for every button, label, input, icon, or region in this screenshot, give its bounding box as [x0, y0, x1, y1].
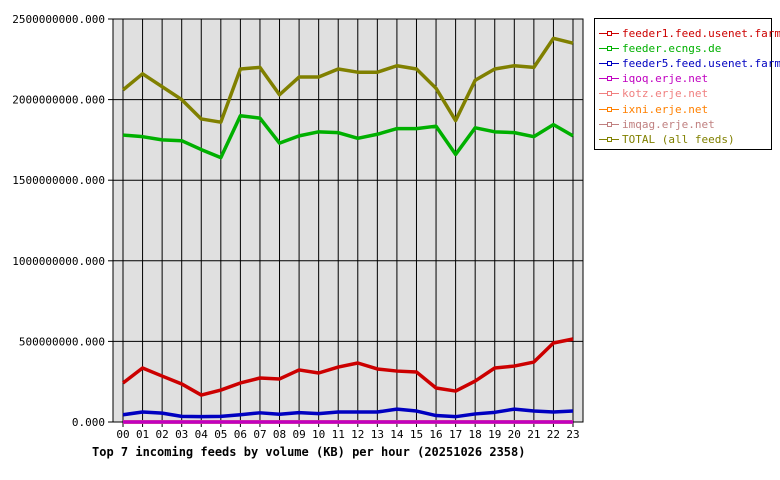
y-tick-label: 1000000000.000: [12, 255, 105, 268]
series-line: [121, 36, 574, 124]
x-tick-label: 07: [253, 428, 266, 441]
legend-item: feeder1.feed.usenet.farm: [599, 26, 780, 40]
x-tick-label: 08: [273, 428, 286, 441]
x-tick-label: 01: [136, 428, 149, 441]
x-tick-label: 18: [469, 428, 482, 441]
y-axis: 0.000 500000000.000 1000000000.000 15000000…: [12, 13, 113, 429]
legend-item: feeder.ecngs.de: [599, 41, 721, 55]
x-tick-label: 15: [410, 428, 423, 441]
legend-line-marker-icon: [599, 75, 619, 82]
y-tick-label: 2000000000.000: [12, 94, 105, 107]
x-tick-label: 22: [547, 428, 560, 441]
legend-item: feeder5.feed.usenet.farm: [599, 56, 780, 70]
y-tick-label: 500000000.000: [19, 335, 105, 348]
legend-line-marker-icon: [599, 106, 619, 113]
legend-line-marker-icon: [599, 30, 619, 37]
legend-label: iqoq.erje.net: [622, 72, 709, 86]
legend-line-marker-icon: [599, 60, 619, 67]
legend-label: imqag.erje.net: [622, 117, 715, 131]
chart-title: Top 7 incoming feeds by volume (KB) per …: [92, 445, 525, 459]
legend-line-marker-icon: [599, 121, 619, 128]
x-tick-label: 05: [214, 428, 227, 441]
legend: feeder1.feed.usenet.farm feeder.ecngs.de f…: [594, 18, 780, 150]
series-line: [122, 407, 574, 419]
x-tick-label: 09: [292, 428, 305, 441]
legend-line-marker-icon: [599, 90, 619, 97]
x-tick-label: 04: [195, 428, 209, 441]
legend-label: feeder1.feed.usenet.farm: [622, 26, 780, 40]
x-tick-label: 17: [449, 428, 462, 441]
plot-area: [112, 18, 584, 423]
x-tick-label: 13: [371, 428, 384, 441]
x-tick-label: 21: [527, 428, 540, 441]
legend-item: iqoq.erje.net: [599, 72, 708, 86]
x-tick-label: 03: [175, 428, 188, 441]
series-line: [121, 337, 574, 397]
legend-item: TOTAL (all feeds): [599, 132, 735, 146]
x-tick-label: 11: [332, 428, 345, 441]
x-tick-label: 00: [116, 428, 129, 441]
legend-line-marker-icon: [599, 136, 619, 143]
x-tick-label: 14: [390, 428, 404, 441]
legend-label: TOTAL (all feeds): [622, 132, 735, 146]
x-tick-label: 20: [508, 428, 521, 441]
x-axis: 00 01 02 03 04 05 06 07 08 09 10 11 12 13 14 15 16 17 18 19…: [116, 422, 580, 441]
legend-label: ixni.erje.net: [622, 102, 709, 116]
series-lines: [121, 36, 574, 424]
x-tick-label: 10: [312, 428, 325, 441]
x-tick-label: 06: [234, 428, 247, 441]
y-tick-label: 1500000000.000: [12, 174, 105, 187]
legend-item: kotz.erje.net: [599, 87, 708, 101]
x-tick-label: 02: [156, 428, 169, 441]
legend-line-marker-icon: [599, 45, 619, 52]
x-tick-label: 23: [566, 428, 579, 441]
legend-label: feeder.ecngs.de: [622, 41, 722, 55]
legend-label: feeder5.feed.usenet.farm: [622, 56, 780, 70]
legend-label: kotz.erje.net: [622, 87, 709, 101]
x-tick-label: 19: [488, 428, 501, 441]
legend-item: ixni.erje.net: [599, 102, 708, 116]
y-tick-label: 0.000: [72, 416, 105, 429]
x-tick-label: 12: [351, 428, 364, 441]
x-tick-label: 16: [429, 428, 442, 441]
legend-item: imqag.erje.net: [599, 117, 715, 131]
series-line: [122, 113, 574, 160]
grid-lines: [113, 19, 583, 422]
y-tick-label: 2500000000.000: [12, 13, 105, 26]
